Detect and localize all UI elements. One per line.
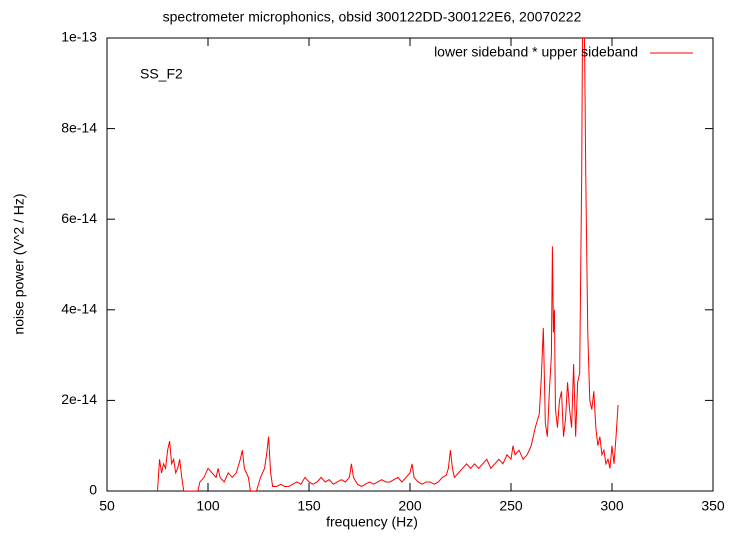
y-axis-label: noise power (V^2 / Hz) (11, 193, 27, 334)
plot-frame (106, 37, 714, 492)
x-tick-label: 150 (297, 498, 321, 514)
x-tick-label: 200 (398, 498, 422, 514)
chart-title: spectrometer microphonics, obsid 300122D… (163, 9, 582, 25)
x-tick-label: 250 (499, 498, 523, 514)
x-tick-label: 350 (701, 498, 725, 514)
legend-label: lower sideband * upper sideband (434, 44, 638, 60)
y-tick-label: 0 (89, 482, 97, 498)
x-tick-label: 300 (600, 498, 624, 514)
y-tick-label: 6e-14 (61, 210, 97, 226)
x-tick-label: 50 (99, 498, 115, 514)
x-axis-label: frequency (Hz) (326, 514, 418, 530)
x-tick-label: 100 (196, 498, 220, 514)
y-tick-label: 8e-14 (61, 119, 97, 135)
annotation: SS_F2 (140, 66, 183, 82)
y-tick-label: 1e-13 (61, 29, 97, 45)
y-tick-label: 4e-14 (61, 301, 97, 317)
y-tick-label: 2e-14 (61, 391, 97, 407)
data-line (157, 38, 619, 491)
